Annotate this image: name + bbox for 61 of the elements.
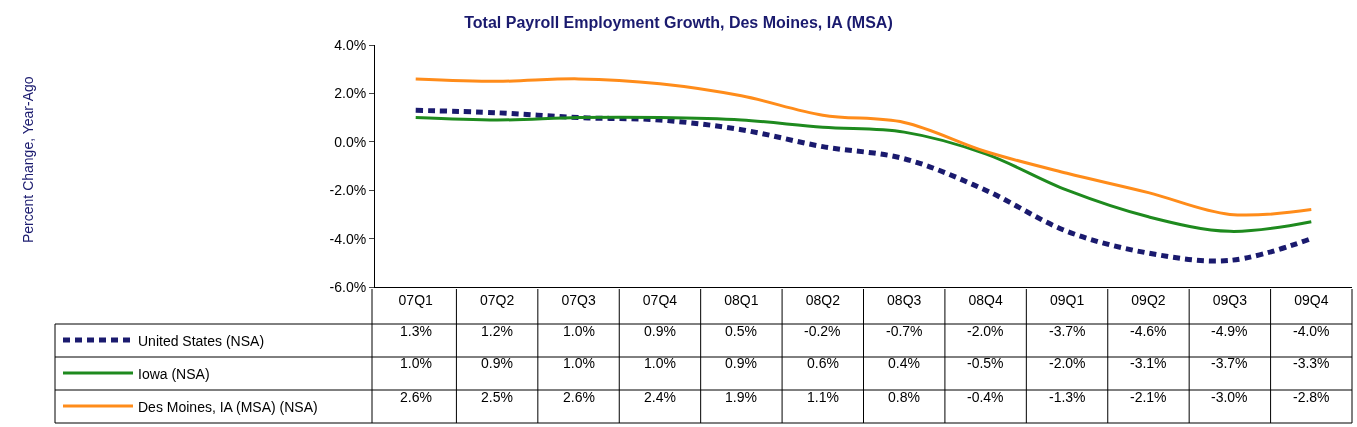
data-label: -3.3% <box>1293 355 1330 371</box>
data-label: 1.0% <box>563 323 595 339</box>
data-label: 2.6% <box>400 389 432 405</box>
data-label: -2.0% <box>967 323 1004 339</box>
data-label: -3.1% <box>1130 355 1167 371</box>
data-label: 1.9% <box>725 389 757 405</box>
x-tick-label: 08Q3 <box>887 291 922 308</box>
data-label: 0.6% <box>807 355 839 371</box>
data-label: -4.6% <box>1130 323 1167 339</box>
data-label: -1.3% <box>1049 389 1086 405</box>
x-tick-label: 09Q4 <box>1294 291 1329 308</box>
legend-label: Des Moines, IA (MSA) (NSA) <box>138 398 318 415</box>
data-label: -4.9% <box>1211 323 1248 339</box>
data-label: 1.1% <box>807 389 839 405</box>
data-label: -0.7% <box>886 323 923 339</box>
data-label: 1.0% <box>563 355 595 371</box>
x-tick-label: 07Q4 <box>642 291 678 308</box>
x-tick-label: 07Q3 <box>561 291 596 308</box>
legend-label: United States (NSA) <box>138 332 265 349</box>
x-tick-label: 09Q1 <box>1049 291 1085 308</box>
x-tick-label: 07Q1 <box>398 291 434 308</box>
data-label: 2.5% <box>481 389 513 405</box>
data-label: 0.9% <box>644 323 676 339</box>
data-label: -2.1% <box>1130 389 1167 405</box>
x-tick-label: 08Q4 <box>968 291 1003 308</box>
data-label: 2.4% <box>644 389 676 405</box>
data-label: 2.6% <box>563 389 595 405</box>
data-label: 1.2% <box>481 323 513 339</box>
x-tick-label: 09Q3 <box>1212 291 1248 308</box>
y-tick-label: 4.0% <box>334 36 367 53</box>
y-tick-label: -2.0% <box>329 182 367 199</box>
x-tick-label: 08Q1 <box>724 291 759 308</box>
line-series <box>414 77 1313 217</box>
data-label: -3.7% <box>1049 323 1086 339</box>
data-label: 0.9% <box>725 355 757 371</box>
chart-title: Total Payroll Employment Growth, Des Moines, IA (MSA) <box>464 13 893 31</box>
data-label: -0.2% <box>804 323 841 339</box>
data-label: -2.0% <box>1049 355 1086 371</box>
data-label: 0.4% <box>888 355 920 371</box>
data-label: 0.9% <box>481 355 513 371</box>
y-tick-label: -6.0% <box>329 278 367 295</box>
text: Percent Change, Year-Ago <box>20 76 36 243</box>
y-tick-label: 0.0% <box>334 133 367 150</box>
line-series <box>414 115 1313 233</box>
x-tick-label: 09Q2 <box>1131 291 1166 308</box>
x-tick-label: 07Q2 <box>480 291 515 308</box>
data-label: 0.8% <box>888 389 920 405</box>
data-label: 1.3% <box>400 323 432 339</box>
data-label: 0.5% <box>725 323 757 339</box>
data-label: -0.5% <box>967 355 1004 371</box>
x-tick-label: 08Q2 <box>805 291 841 308</box>
data-label: -4.0% <box>1293 323 1330 339</box>
y-tick-label: -4.0% <box>329 230 367 247</box>
data-label: 1.0% <box>644 355 676 371</box>
data-label: -3.7% <box>1211 355 1248 371</box>
data-label: 1.0% <box>400 355 432 371</box>
legend-label: Iowa (NSA) <box>138 365 210 382</box>
data-label: -3.0% <box>1211 389 1248 405</box>
data-label: -2.8% <box>1293 389 1330 405</box>
data-label: -0.4% <box>967 389 1004 405</box>
y-tick-label: 2.0% <box>334 85 367 102</box>
